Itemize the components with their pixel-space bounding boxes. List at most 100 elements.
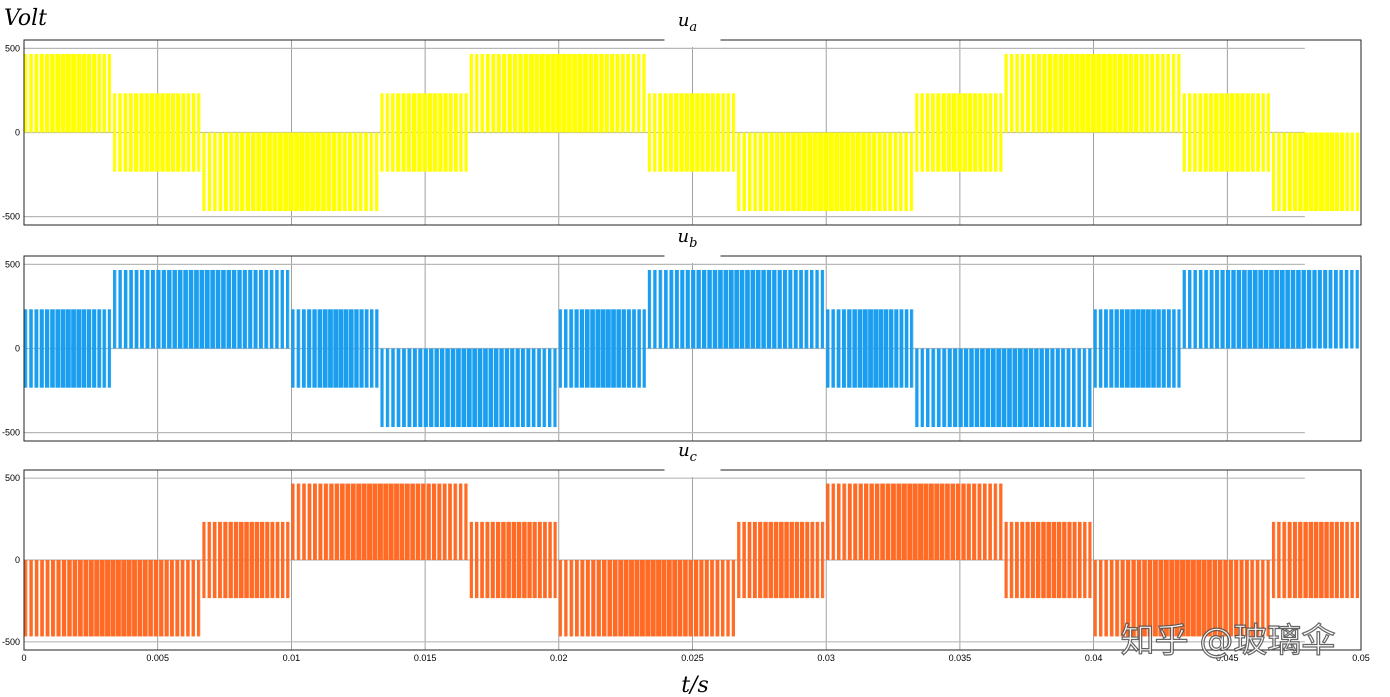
pwm-pulse (737, 132, 740, 212)
pwm-pulse (1333, 269, 1338, 349)
pwm-pulse (820, 269, 824, 349)
pwm-pulse (1208, 93, 1214, 172)
pwm-pulse (1242, 269, 1247, 349)
pwm-pulse (113, 269, 116, 349)
pwm-pulse (380, 93, 384, 172)
pwm-pulse (464, 93, 468, 172)
pwm-pulse (1256, 93, 1260, 172)
pwm-pulse (1317, 269, 1322, 349)
pwm-pulse (685, 269, 690, 349)
pwm-pulse (229, 132, 234, 212)
pwm-pulse (242, 269, 247, 349)
pwm-pulse (650, 560, 656, 637)
pwm-pulse (128, 93, 133, 172)
pwm-pulse (1231, 269, 1236, 349)
pwm-pulse (288, 132, 294, 212)
pwm-pulse (1080, 53, 1086, 133)
pwm-segment (1004, 521, 1092, 599)
pwm-pulse (142, 560, 148, 637)
pwm-pulse (993, 483, 997, 560)
pwm-pulse (804, 269, 808, 349)
pwm-pulse (322, 309, 328, 388)
pwm-pulse (836, 309, 841, 388)
pwm-pulse (329, 483, 334, 560)
pwm-pulse (907, 483, 913, 560)
pwm-pulse (1074, 53, 1080, 133)
pwm-pulse (850, 132, 856, 212)
pwm-pulse (280, 521, 285, 599)
pwm-pulse (213, 132, 217, 212)
pwm-pulse (391, 348, 395, 428)
pwm-pulse (29, 560, 33, 637)
pwm-pulse (580, 560, 585, 637)
pwm-pulse (29, 53, 33, 133)
pwm-pulse (1340, 521, 1344, 599)
pwm-pulse (76, 53, 82, 133)
pwm-pulse (1180, 560, 1186, 637)
pwm-pulse (831, 483, 835, 560)
pwm-pulse (280, 269, 284, 349)
pwm-pulse (768, 521, 773, 599)
pwm-pulse (110, 560, 116, 637)
pwm-pulse (115, 560, 121, 637)
pwm-pulse (561, 53, 567, 133)
pwm-pulse (50, 53, 55, 133)
pwm-pulse (1166, 309, 1171, 388)
pwm-segment (737, 132, 914, 212)
pwm-pulse (267, 132, 272, 212)
pwm-pulse (925, 93, 930, 172)
pwm-pulse (1193, 269, 1197, 349)
pwm-pulse (401, 93, 406, 172)
panel-title: ub (678, 226, 698, 251)
pwm-pulse (1239, 560, 1244, 637)
pwm-pulse (1247, 269, 1252, 349)
watermark: 知乎 @玻璃伞 (1121, 621, 1336, 661)
pwm-pulse (520, 348, 525, 428)
pwm-segment (647, 93, 736, 172)
pwm-pulse (669, 269, 673, 349)
pwm-pulse (396, 348, 400, 428)
pwm-pulse (896, 483, 902, 560)
pwm-pulse (139, 93, 144, 172)
pwm-pulse (515, 348, 520, 428)
pwm-pulse (490, 521, 495, 599)
pwm-pulse (595, 309, 601, 388)
pwm-pulse (780, 132, 785, 212)
pwm-pulse (823, 132, 829, 212)
pwm-pulse (1308, 132, 1314, 212)
pwm-pulse (985, 348, 991, 428)
pwm-pulse (882, 132, 887, 212)
pwm-pulse (1219, 93, 1224, 172)
pwm-pulse (766, 269, 772, 349)
pwm-pulse (734, 269, 739, 349)
pwm-pulse (1274, 269, 1280, 349)
pwm-pulse (448, 483, 452, 560)
pwm-pulse (704, 560, 709, 637)
pwm-pulse (1114, 309, 1119, 388)
pwm-pulse (202, 132, 206, 212)
pwm-pulse (495, 521, 501, 599)
pwm-pulse (1234, 560, 1239, 637)
pwm-pulse (1139, 53, 1144, 133)
pwm-pulse (191, 560, 195, 637)
pwm-pulse (1077, 521, 1082, 599)
pwm-pulse (880, 483, 885, 560)
pwm-pulse (962, 93, 967, 172)
pwm-pulse (1023, 348, 1028, 428)
pwm-pulse (186, 93, 191, 172)
pwm-pulse (745, 269, 750, 349)
pwm-pulse (177, 269, 183, 349)
pwm-pulse (891, 483, 896, 560)
pwm-pulse (974, 348, 980, 428)
pwm-pulse (194, 269, 199, 349)
pwm-pulse (439, 348, 445, 428)
pwm-pulse (207, 521, 211, 599)
waveform-a (24, 53, 1360, 212)
pwm-pulse (569, 560, 573, 637)
pwm-pulse (791, 132, 796, 212)
pwm-pulse (175, 560, 179, 637)
pwm-pulse (76, 309, 82, 388)
pwm-pulse (1188, 269, 1192, 349)
pwm-pulse (501, 521, 506, 599)
pwm-pulse (626, 53, 630, 133)
